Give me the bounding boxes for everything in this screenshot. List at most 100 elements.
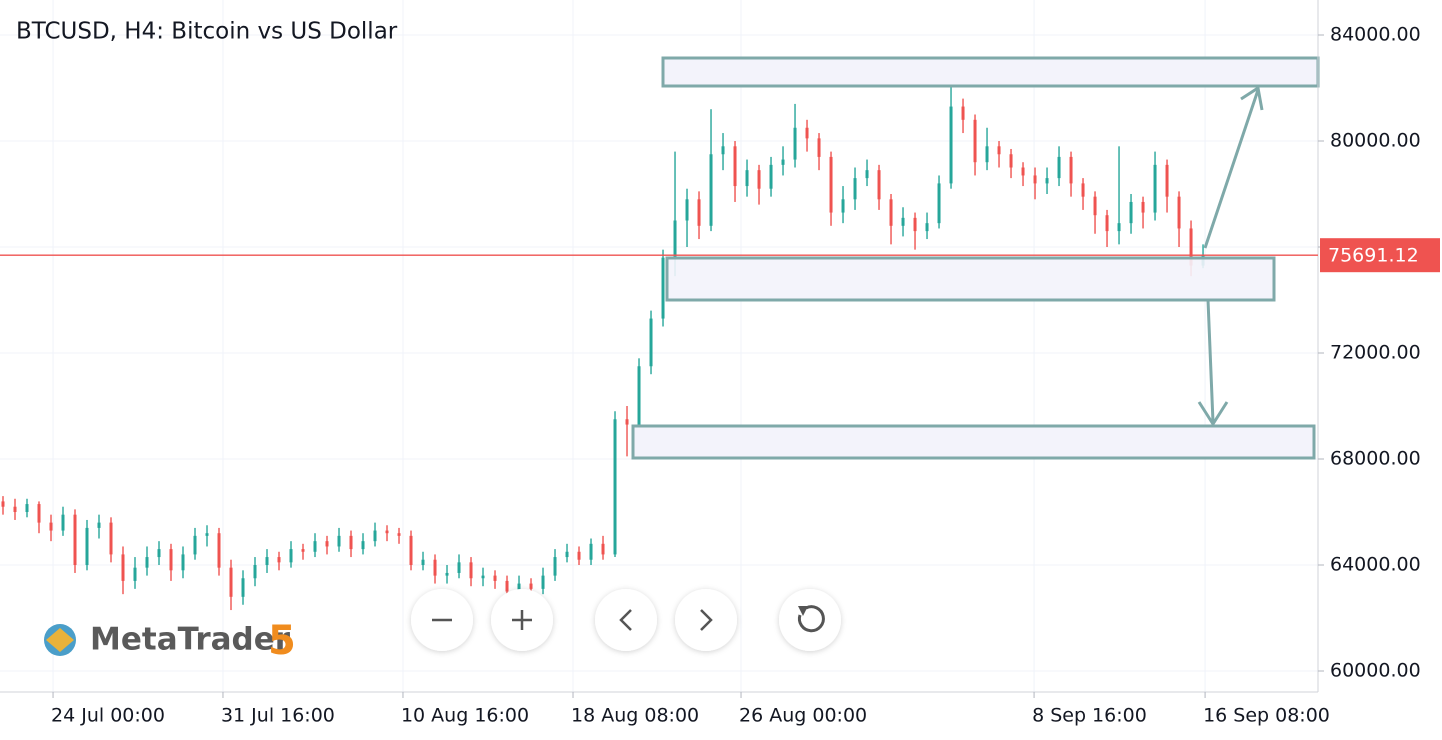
candle-body	[1141, 201, 1145, 213]
candle-body	[805, 127, 809, 139]
candle-body	[1069, 156, 1073, 184]
candle-body	[541, 575, 545, 589]
y-tick-label: 60000.00	[1330, 660, 1421, 682]
candle-body	[469, 562, 473, 579]
zoom-out-button[interactable]	[411, 589, 473, 651]
candle-body	[829, 156, 833, 213]
candle-body	[1045, 178, 1049, 184]
candle-body	[37, 504, 41, 523]
candle-body	[385, 530, 389, 534]
candle-body	[1081, 183, 1085, 197]
candle-body	[901, 217, 905, 226]
candle-body	[949, 106, 953, 184]
candle-body	[517, 583, 521, 592]
candle-body	[685, 199, 689, 221]
reset-button[interactable]	[779, 589, 841, 651]
candle-body	[649, 318, 653, 367]
candle-body	[553, 557, 557, 576]
candle-body	[169, 549, 173, 571]
candle-body	[97, 522, 101, 528]
candle-body	[985, 146, 989, 163]
candle-body	[433, 559, 437, 576]
candle-body	[1021, 167, 1025, 176]
candle-body	[25, 504, 29, 513]
scroll-left-button[interactable]	[595, 589, 657, 651]
y-tick-label: 80000.00	[1330, 130, 1421, 152]
candle-body	[505, 580, 509, 592]
candle-body	[769, 164, 773, 189]
candle-body	[241, 578, 245, 597]
candle-body	[877, 170, 881, 200]
candle-body	[13, 506, 17, 513]
candle-body	[673, 220, 677, 258]
scroll-right-button[interactable]	[675, 589, 737, 651]
arrow-down	[1197, 299, 1229, 427]
candle-body	[85, 527, 89, 566]
logo-name: MetaTrader	[90, 622, 291, 658]
logo: MetaTrader 5	[44, 618, 296, 664]
candle-body	[889, 199, 893, 226]
candle-body	[1, 501, 5, 507]
candle-body	[109, 522, 113, 555]
y-tick-label: 72000.00	[1330, 342, 1421, 364]
x-tick-label: 10 Aug 16:00	[401, 705, 529, 727]
candle-body	[709, 154, 713, 226]
x-tick-label: 24 Jul 00:00	[51, 705, 165, 727]
candle-body	[697, 199, 701, 226]
candle-body	[373, 530, 377, 542]
candle-body	[349, 535, 353, 550]
zone-rect	[665, 256, 1276, 302]
candle-body	[253, 565, 257, 579]
candle-body	[205, 533, 209, 536]
candle-body	[337, 535, 341, 547]
x-tick-label: 26 Aug 00:00	[739, 705, 867, 727]
candle-body	[613, 419, 617, 555]
candle-body	[601, 543, 605, 555]
candle-body	[565, 551, 569, 558]
candle-body	[397, 533, 401, 536]
candles	[1, 82, 1205, 611]
candle-body	[913, 217, 917, 232]
candle-body	[181, 554, 185, 571]
candle-body	[193, 535, 197, 555]
candle-body	[145, 557, 149, 568]
x-tick-label: 8 Sep 16:00	[1032, 705, 1147, 727]
candle-body	[733, 146, 737, 187]
candle-body	[73, 514, 77, 566]
x-tick-label: 16 Sep 08:00	[1203, 705, 1330, 727]
candle-body	[997, 146, 1001, 155]
candle-body	[925, 223, 929, 232]
candle-body	[481, 575, 485, 579]
candle-body	[121, 554, 125, 581]
candle-body	[229, 567, 233, 597]
candle-body	[781, 159, 785, 165]
price-label-box	[1320, 238, 1440, 273]
candle-body	[277, 557, 281, 563]
candle-body	[445, 572, 449, 576]
candle-body	[289, 549, 293, 563]
price-label: 75691.12	[1328, 245, 1419, 267]
candle-body	[313, 541, 317, 552]
candle-body	[217, 533, 221, 568]
candle-body	[793, 127, 797, 160]
candle-body	[1009, 154, 1013, 168]
candle-body	[625, 419, 629, 425]
candle-body	[757, 170, 761, 189]
zoom-in-button[interactable]	[491, 589, 553, 651]
candle-body	[1033, 175, 1037, 184]
candle-body	[1117, 223, 1121, 232]
candle-body	[841, 199, 845, 213]
candle-body	[1057, 156, 1061, 179]
candle-body	[961, 106, 965, 120]
candle-body	[589, 543, 593, 560]
candle-body	[1165, 164, 1169, 197]
candle-body	[301, 549, 305, 552]
candle-body	[421, 559, 425, 566]
candle-body	[493, 575, 497, 581]
logo-version: 5	[268, 618, 296, 664]
candle-body	[853, 178, 857, 200]
zone-rect	[631, 424, 1316, 460]
candle-body	[61, 514, 65, 531]
